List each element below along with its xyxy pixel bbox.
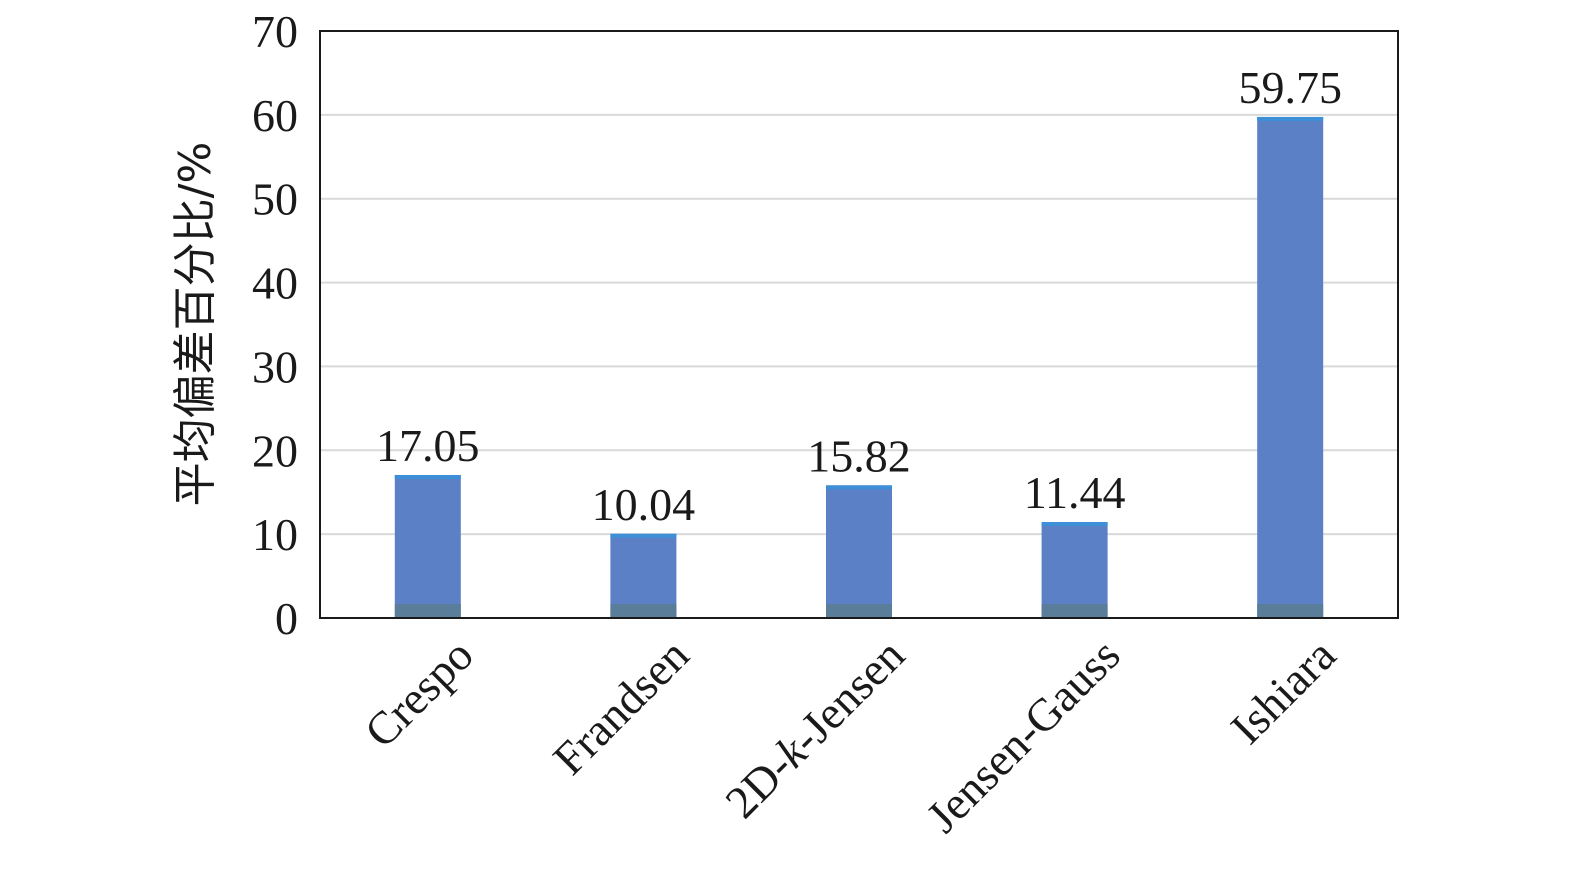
x-category-label-part: Frandsen — [543, 629, 698, 784]
y-tick-label: 40 — [252, 258, 298, 309]
bar-top-edge — [394, 475, 461, 480]
bar — [1257, 116, 1324, 618]
data-label: 15.82 — [807, 430, 911, 481]
data-labels: 17.05 10.04 15.82 11.44 59.75 — [376, 62, 1342, 530]
x-category-label-part: Crespo — [355, 629, 483, 757]
x-category-label-part: -Jensen — [780, 629, 914, 763]
x-category-label-part: Jensen-Gauss — [917, 629, 1130, 842]
y-tick-label: 60 — [252, 90, 298, 141]
y-tick-label: 30 — [252, 341, 298, 392]
data-label: 17.05 — [376, 420, 480, 471]
bar-top-edge — [826, 485, 892, 490]
y-axis-title: 平均偏差百分比/% — [170, 142, 221, 507]
bar-top-edge — [1257, 116, 1324, 121]
plot-frame — [319, 30, 1399, 619]
bar-base-band — [826, 604, 892, 618]
y-tick-label: 0 — [275, 593, 298, 644]
bar — [394, 475, 461, 618]
bar — [610, 533, 677, 618]
x-category-label: Frandsen — [543, 629, 698, 784]
data-label: 10.04 — [592, 479, 696, 530]
bar-base-band — [1041, 604, 1108, 618]
bar — [1041, 522, 1108, 618]
bar — [826, 485, 892, 618]
x-category-label-part: Ishiara — [1221, 629, 1346, 754]
data-label: 11.44 — [1024, 467, 1126, 518]
y-tick-label: 50 — [252, 174, 298, 225]
bar-base-band — [610, 604, 677, 618]
gridlines — [320, 113, 1398, 536]
y-tick-label: 70 — [252, 6, 298, 57]
bar-base-band — [394, 604, 461, 618]
x-category-label: Ishiara — [1221, 629, 1346, 754]
y-tick-label: 20 — [252, 425, 298, 476]
x-category-label: Jensen-Gauss — [917, 629, 1130, 842]
x-category-label: Crespo — [355, 629, 483, 757]
bar-top-edge — [1041, 522, 1108, 527]
bars — [394, 116, 1324, 618]
bar-top-edge — [610, 533, 677, 538]
y-tick-label: 10 — [252, 509, 298, 560]
bar-base-band — [1257, 604, 1324, 618]
y-tick-labels: 0 10 20 30 40 50 60 70 — [252, 6, 298, 644]
data-label: 59.75 — [1238, 62, 1342, 113]
x-category-label: 2D-k-Jensen — [715, 629, 914, 828]
